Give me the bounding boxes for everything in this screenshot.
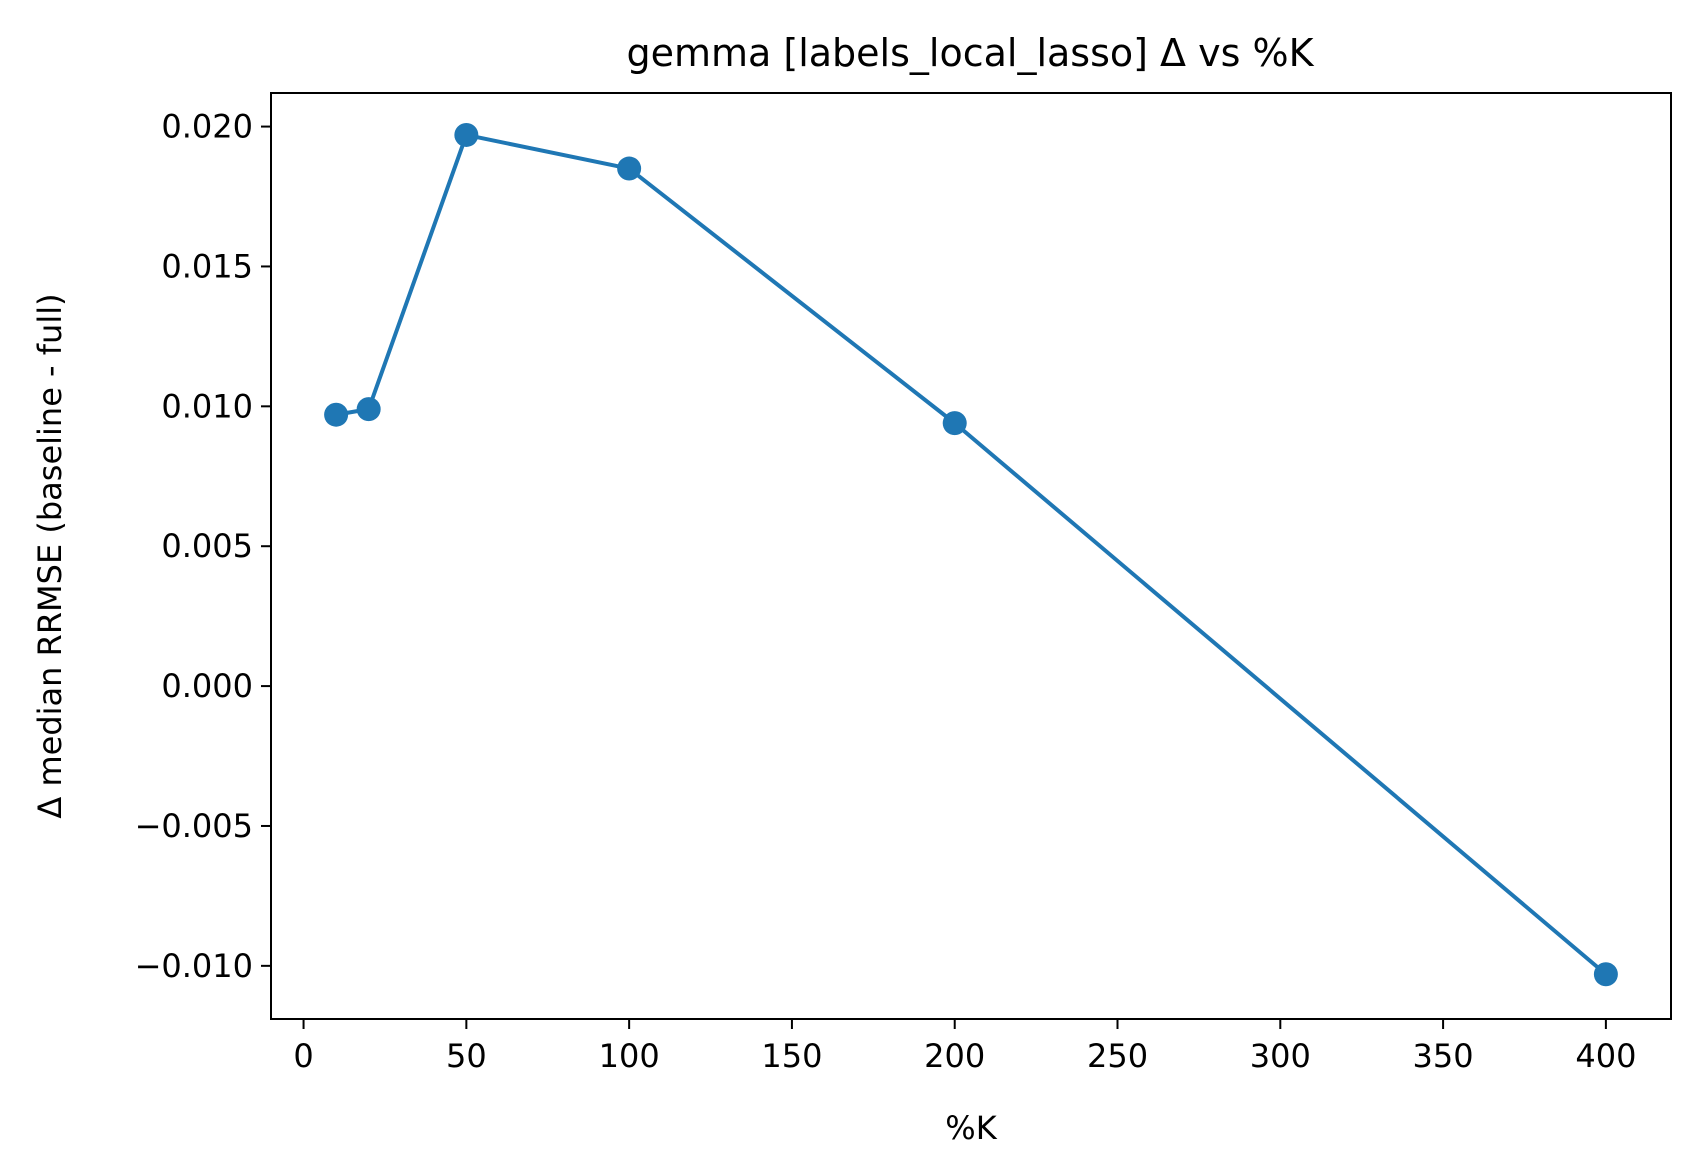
plot-frame — [270, 92, 1672, 1020]
y-tick-label: −0.010 — [135, 947, 253, 985]
x-axis-ticks: 0 50 100 150 200 250 300 350 400 — [293, 1019, 1636, 1075]
data-point — [324, 402, 349, 427]
data-point — [454, 122, 479, 147]
x-tick-label: 400 — [1575, 1037, 1636, 1075]
series-layer — [324, 122, 1618, 987]
x-tick-label: 150 — [761, 1037, 822, 1075]
y-tick-label: 0.020 — [161, 108, 253, 146]
data-point — [617, 156, 642, 181]
y-tick-label: 0.015 — [161, 247, 253, 285]
x-axis-label: %K — [945, 1109, 997, 1147]
x-tick-label: 0 — [293, 1037, 313, 1075]
y-axis-label: Δ median RRMSE (baseline - full) — [31, 293, 69, 818]
x-tick-label: 250 — [1087, 1037, 1148, 1075]
x-tick-label: 200 — [924, 1037, 985, 1075]
x-tick-label: 50 — [446, 1037, 487, 1075]
y-tick-label: 0.010 — [161, 387, 253, 425]
chart-title: gemma [labels_local_lasso] Δ vs %K — [626, 31, 1314, 75]
x-tick-label: 300 — [1250, 1037, 1311, 1075]
y-tick-label: 0.005 — [161, 527, 253, 565]
y-axis-ticks: −0.010 −0.005 0.000 0.005 0.010 0.015 0.020 — [135, 108, 271, 985]
y-tick-label: −0.005 — [135, 807, 253, 845]
data-point — [1593, 962, 1618, 987]
data-point — [942, 411, 967, 436]
data-point — [356, 397, 381, 422]
x-tick-label: 350 — [1413, 1037, 1474, 1075]
y-tick-label: 0.000 — [161, 667, 253, 705]
x-tick-label: 100 — [599, 1037, 660, 1075]
